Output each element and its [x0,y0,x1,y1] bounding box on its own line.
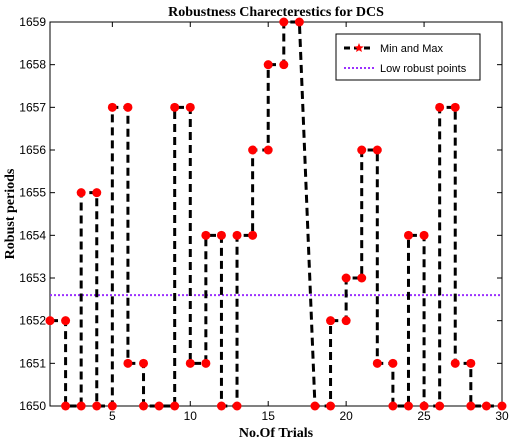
data-point [232,230,242,240]
legend-min-max-label: Min and Max [380,43,443,55]
data-point [341,316,351,326]
y-tick-label: 1659 [19,15,46,29]
data-point [466,401,476,411]
x-axis-label: No.Of Trials [239,426,314,441]
data-point [372,358,382,368]
legend-star-marker [354,43,364,53]
legend-box [335,33,481,81]
x-tick-label: 20 [339,409,353,423]
data-point [419,230,429,240]
data-point [107,401,117,411]
chart-title: Robustness Charecterestics for DCS [168,5,384,20]
data-point [497,401,507,411]
y-tick-label: 1658 [19,58,46,72]
plot-area: 1650 1651 1652 1653 1654 1655 1656 1657 1658 1659… [19,15,509,423]
legend-low-robust-label: Low robust points [380,63,467,75]
data-point [372,145,382,155]
data-point [435,102,445,112]
legend: Min and Max Low robust points [335,33,481,81]
y-tick-label: 1652 [19,314,46,328]
data-point [45,316,55,326]
data-point [170,102,180,112]
data-point [357,145,367,155]
data-point [450,102,460,112]
y-tick-label: 1655 [19,186,46,200]
data-point [248,145,258,155]
data-point [201,358,211,368]
data-point [185,358,195,368]
data-point [263,60,273,70]
data-point [170,401,180,411]
y-tick-label: 1651 [19,356,46,370]
data-point [466,358,476,368]
data-point [232,401,242,411]
data-point [123,102,133,112]
data-point [310,401,320,411]
data-point [61,401,71,411]
data-point [92,401,102,411]
data-point [326,401,336,411]
y-tick-label: 1653 [19,271,46,285]
data-point [76,401,86,411]
data-point [263,145,273,155]
y-tick-label: 1650 [19,399,46,413]
data-point [139,401,149,411]
data-point [107,102,117,112]
data-point [388,358,398,368]
y-axis-label: Robust periods [3,168,18,259]
data-point [139,358,149,368]
data-point [279,17,289,27]
data-point [76,188,86,198]
y-tick-label: 1656 [19,143,46,157]
data-point [185,102,195,112]
x-tick-label: 10 [184,409,198,423]
data-point [294,17,304,27]
y-tick-label: 1654 [19,228,46,242]
data-point [419,401,429,411]
data-point [403,401,413,411]
data-point [341,273,351,283]
data-point [388,401,398,411]
data-point [481,401,491,411]
data-point [279,60,289,70]
data-point [123,358,133,368]
data-point [357,273,367,283]
y-tick-label: 1657 [19,100,46,114]
data-point [154,401,164,411]
data-point [61,316,71,326]
data-point [326,316,336,326]
axes-box [49,21,503,407]
x-tick-label: 15 [262,409,276,423]
x-tick-label: 25 [417,409,431,423]
x-tick-label: 5 [109,409,116,423]
x-tick-label: 30 [495,409,509,423]
data-point [201,230,211,240]
data-point [248,230,258,240]
data-point [216,401,226,411]
data-point [403,230,413,240]
data-point [450,358,460,368]
data-point [216,230,226,240]
data-point [435,401,445,411]
data-point [92,188,102,198]
